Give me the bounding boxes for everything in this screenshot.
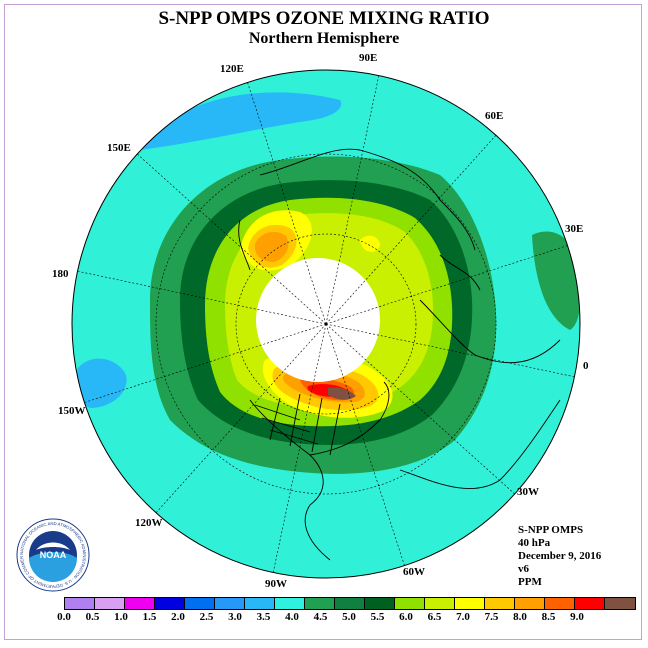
colorbar-tick-label: 2.5 — [199, 611, 214, 623]
coastline-asia — [238, 148, 476, 271]
colorbar-swatch — [125, 598, 155, 609]
lon-label-90e: 90E — [359, 52, 378, 64]
colorbar-tick-label: 5.0 — [342, 611, 356, 623]
colorbar-tick-label: 6.0 — [399, 611, 413, 623]
svg-text:NOAA: NOAA — [40, 550, 67, 560]
colorbar-swatch — [305, 598, 335, 609]
colorbar-swatch — [365, 598, 395, 609]
map-title: S-NPP OMPS OZONE MIXING RATIO — [158, 8, 490, 29]
colorbar-tick-label: 8.5 — [541, 611, 556, 623]
colorbar-tick-label: 2.0 — [171, 611, 185, 623]
coastline-us-grid — [254, 393, 341, 456]
lon-label-120w: 120W — [135, 517, 163, 529]
colorbar-tick-label: 0.0 — [57, 611, 71, 623]
info-instrument: S-NPP OMPS — [518, 524, 584, 536]
colorbar-swatch — [605, 598, 635, 609]
colorbar-swatch — [545, 598, 575, 609]
lon-label-180: 180 — [52, 268, 69, 280]
colorbar-tick-label: 5.5 — [370, 611, 385, 623]
band-7_5-north — [254, 231, 289, 262]
info-date: December 9, 2016 — [518, 550, 602, 562]
band-4_5-east — [532, 231, 580, 330]
coastline-south-america — [399, 399, 561, 489]
lon-label-60e: 60E — [485, 110, 504, 122]
colorbar-tick-label: 8.0 — [513, 611, 527, 623]
colorbar-swatch — [65, 598, 95, 609]
colorbar-swatch — [95, 598, 125, 609]
colorbar-swatch — [455, 598, 485, 609]
colorbar-swatch — [155, 598, 185, 609]
info-units: PPM — [518, 576, 542, 588]
colorbar-swatch — [335, 598, 365, 609]
colorbar-tick-label: 9.0 — [570, 611, 584, 623]
colorbar-swatch — [275, 598, 305, 609]
colorbar-tick-label: 6.5 — [427, 611, 442, 623]
info-level: 40 hPa — [518, 537, 551, 549]
lon-label-120e: 120E — [220, 63, 244, 75]
map-subtitle: Northern Hemisphere — [248, 30, 400, 47]
band-6_5-east — [360, 235, 380, 252]
band-9_0-south — [328, 387, 356, 400]
colorbar-swatch — [185, 598, 215, 609]
colorbar-swatch — [515, 598, 545, 609]
lon-label-60w: 60W — [403, 566, 425, 578]
colorbar-tick-label: 7.0 — [456, 611, 470, 623]
colorbar-tick-label: 0.5 — [85, 611, 100, 623]
lon-label-150w: 150W — [58, 405, 86, 417]
colorbar-swatch — [395, 598, 425, 609]
colorbar-tick-label: 7.5 — [484, 611, 499, 623]
figure-frame — [4, 4, 642, 640]
low-ozone-patch-2 — [75, 358, 127, 408]
coastlines — [238, 148, 561, 561]
info-version: v6 — [518, 563, 529, 575]
coastline-europe-africa — [419, 254, 561, 364]
colorbar-tick-label: 1.5 — [142, 611, 157, 623]
latitude-circle-60 — [235, 233, 417, 415]
colorbar-tick-label: 4.0 — [285, 611, 299, 623]
graticule — [77, 75, 575, 573]
colorbar-tick-label: 1.0 — [114, 611, 128, 623]
colorbar-swatch — [215, 598, 245, 609]
noaa-logo: NATIONAL OCEANIC AND ATMOSPHERIC ADMINIS… — [16, 518, 90, 592]
colorbar — [64, 597, 636, 610]
colorbar-tick-label: 3.0 — [228, 611, 242, 623]
ozone-field — [72, 70, 580, 578]
low-ozone-patch-1 — [140, 92, 342, 150]
colorbar-tick-label: 4.5 — [313, 611, 328, 623]
lon-label-90w: 90W — [265, 578, 287, 590]
latitude-circle-30 — [155, 153, 497, 495]
colorbar-swatch — [245, 598, 275, 609]
lon-label-0: 0 — [583, 360, 589, 372]
lon-label-30e: 30E — [565, 223, 584, 235]
colorbar-tick-label: 3.5 — [256, 611, 271, 623]
map-boundary — [71, 69, 581, 579]
colorbar-swatch — [425, 598, 455, 609]
polar-night-gap — [256, 258, 380, 382]
colorbar-swatch — [575, 598, 605, 609]
lon-label-30w: 30W — [517, 486, 539, 498]
colorbar-swatch — [485, 598, 515, 609]
coastline-north-america — [249, 381, 390, 561]
lon-label-150e: 150E — [107, 142, 131, 154]
